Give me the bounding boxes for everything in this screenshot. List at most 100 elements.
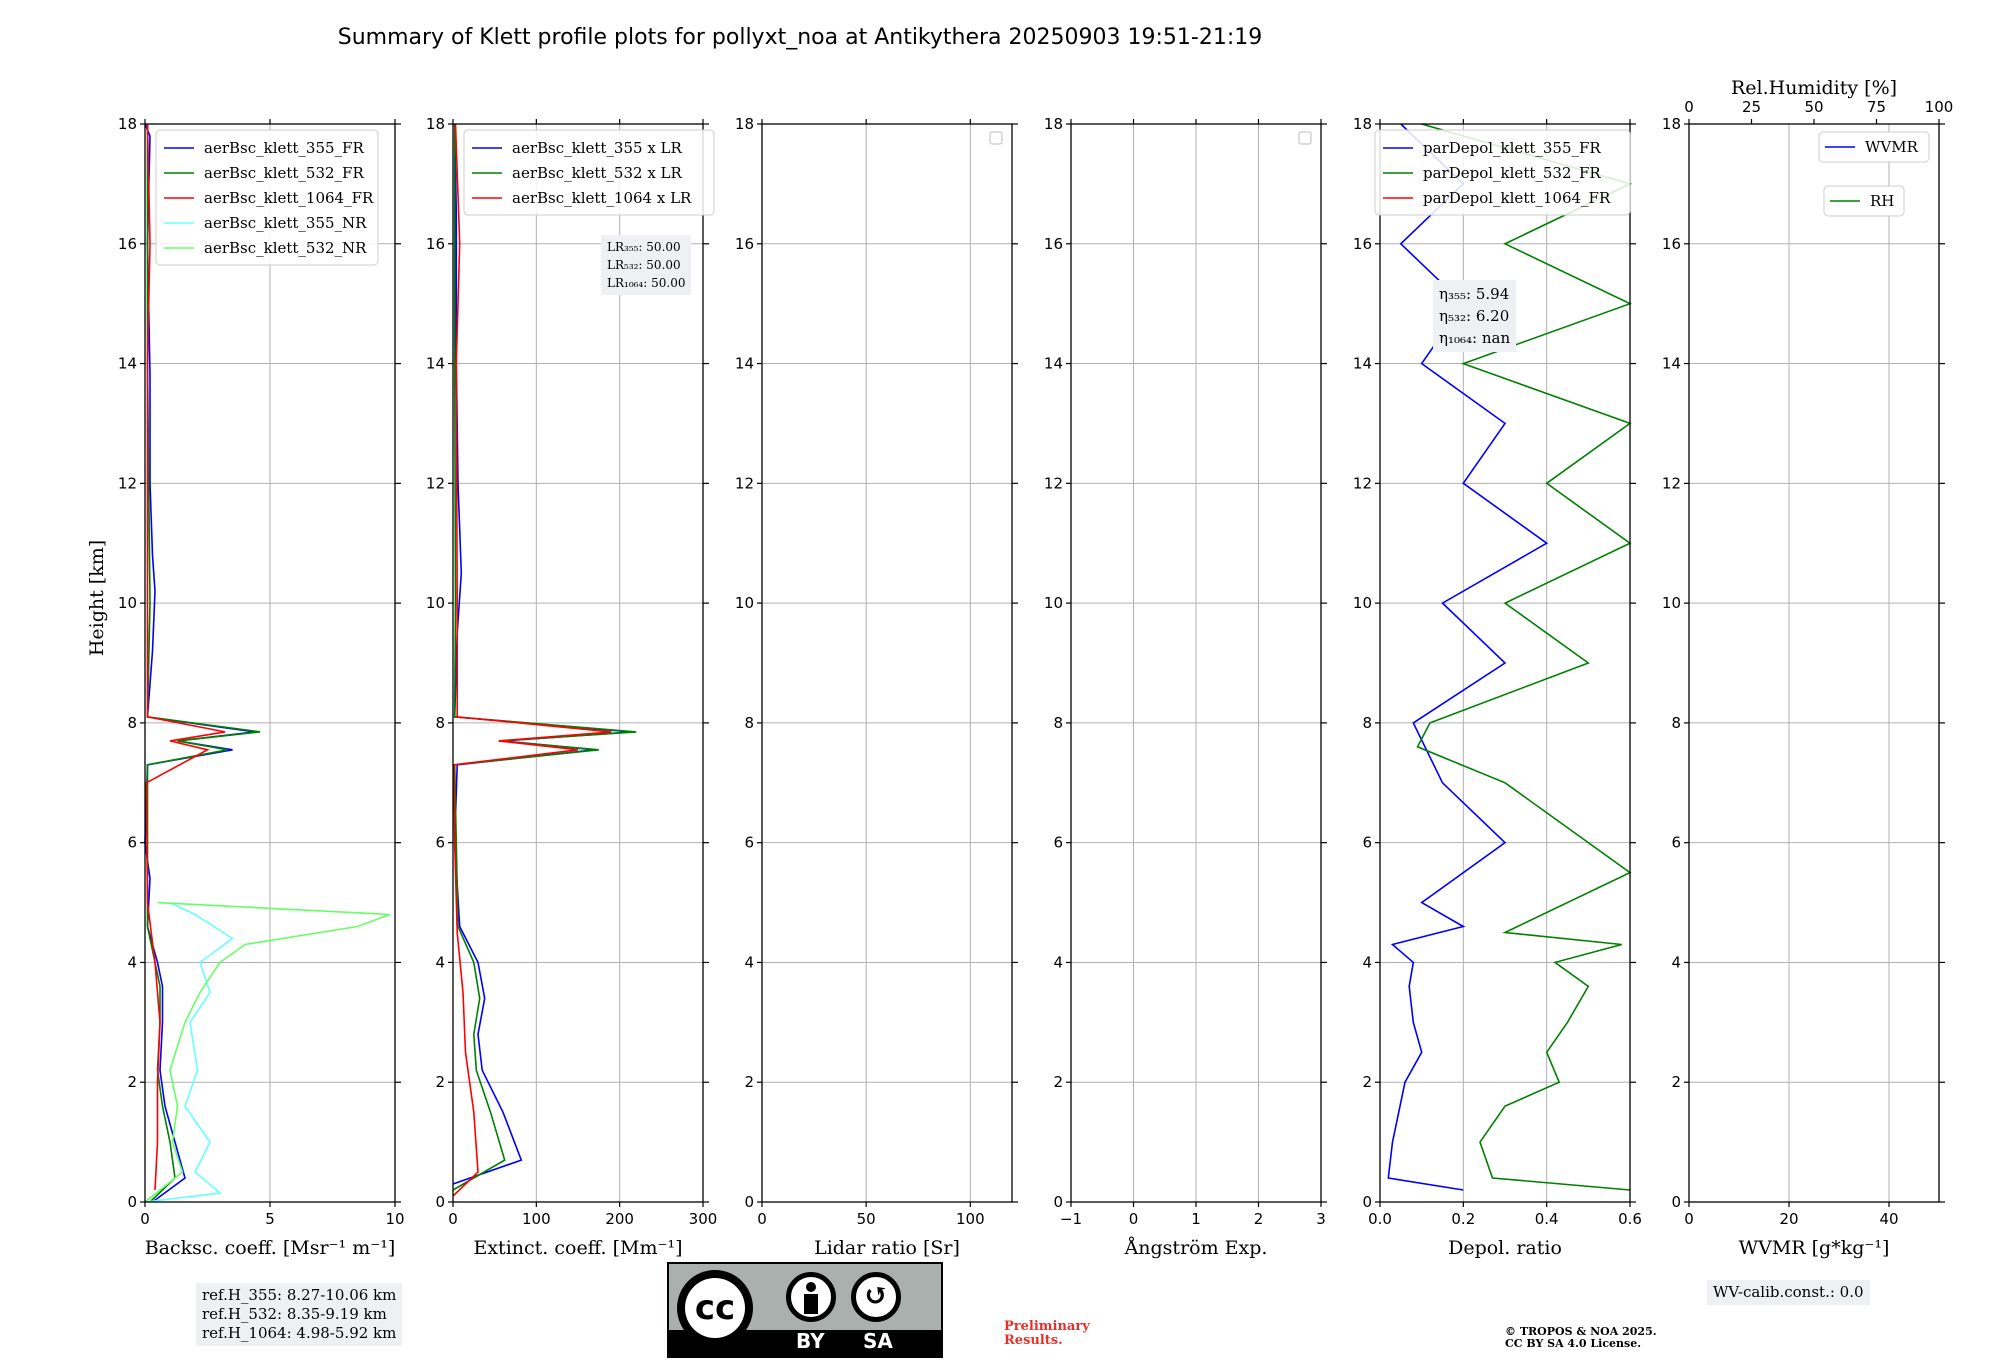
legend-label: aerBsc_klett_355 x LR: [512, 139, 683, 157]
y-tick-label: 2: [1362, 1073, 1372, 1091]
y-tick-label: 16: [1044, 235, 1063, 253]
x-axis-label: Lidar ratio [Sr]: [814, 1237, 960, 1259]
legend: RH: [1823, 185, 1905, 217]
x-tick-label: 0.4: [1535, 1210, 1559, 1228]
axes-frame: [1688, 123, 1940, 1203]
cc-icon: cc: [685, 1278, 745, 1338]
legend-frame: [463, 129, 715, 216]
lr-532-text: LR₅₃₂: 50.00: [607, 258, 681, 272]
x-axis-label: Backsc. coeff. [Msr⁻¹ m⁻¹]: [145, 1237, 396, 1259]
eta-info: η₃₅₅: 5.94 η₅₃₂: 6.20 η₁₀₆₄: nan: [1433, 280, 1517, 352]
y-tick-label: 0: [744, 1193, 754, 1211]
x-tick-label: 100: [956, 1210, 985, 1228]
sa-icon: ↺: [851, 1272, 901, 1322]
y-tick-label: 2: [1053, 1073, 1063, 1091]
x-tick-label: 2: [1254, 1210, 1264, 1228]
y-tick-label: 4: [1362, 953, 1372, 971]
series-line-aerBsc_klett_1064 x LR: [452, 123, 612, 1197]
x-axis-label: WVMR [g*kg⁻¹]: [1739, 1237, 1890, 1259]
x-tick-label: 0: [1129, 1210, 1139, 1228]
top-x-tick-label: 25: [1742, 98, 1761, 116]
x-tick-label: 10: [385, 1210, 404, 1228]
y-tick-label: 4: [1053, 953, 1063, 971]
y-tick-label: 12: [426, 474, 445, 492]
x-tick-label: 3: [1316, 1210, 1326, 1228]
reference-heights: ref.H_355: 8.27-10.06 km ref.H_532: 8.35…: [196, 1283, 403, 1346]
x-axis-label: Depol. ratio: [1448, 1237, 1562, 1259]
y-tick-label: 16: [1353, 235, 1372, 253]
legend-label: WVMR: [1865, 138, 1919, 156]
axes-frame: [761, 123, 1013, 1203]
x-tick-label: 0: [448, 1210, 458, 1228]
top-x-tick-label: 75: [1867, 98, 1886, 116]
panel-1: 0 2 4 6 8 10 12 14 16 18 0 5 10 Backsc. coeff. [Msr⁻¹…: [118, 115, 405, 1259]
wv-calibration-constant: WV-calib.const.: 0.0: [1707, 1280, 1870, 1305]
y-tick-label: 18: [1353, 115, 1372, 133]
x-tick-label: 200: [605, 1210, 634, 1228]
x-tick-label: 1: [1191, 1210, 1201, 1228]
x-tick-label: −1: [1060, 1210, 1082, 1228]
legend: aerBsc_klett_355 x LR aerBsc_klett_532 x …: [463, 129, 715, 216]
y-tick-label: 18: [735, 115, 754, 133]
x-tick-label: 50: [857, 1210, 876, 1228]
legend: parDepol_klett_355_FR parDepol_klett_532_…: [1374, 129, 1631, 216]
axes-frame: [1379, 123, 1631, 1203]
top-x-tick-label: 0: [1684, 98, 1694, 116]
legend-frame: [1818, 131, 1930, 163]
legend-label: parDepol_klett_355_FR: [1423, 139, 1601, 157]
y-tick-label: 8: [744, 714, 754, 732]
x-tick-label: 300: [689, 1210, 718, 1228]
y-tick-label: 2: [127, 1073, 137, 1091]
legend: WVMR: [1818, 131, 1930, 163]
top-x-tick-label: 50: [1804, 98, 1823, 116]
y-tick-label: 18: [118, 115, 137, 133]
by-icon: [786, 1272, 836, 1322]
y-tick-label: 0: [127, 1193, 137, 1211]
panel-5: 0 2 4 6 8 10 12 14 16 18 0.0 0.2 0.4 0.6 Depol. ratio p…: [1353, 115, 1642, 1259]
y-tick-label: 12: [735, 474, 754, 492]
y-tick-label: 12: [118, 474, 137, 492]
y-tick-label: 0: [1362, 1193, 1372, 1211]
empty-legend: [989, 131, 1003, 145]
legend: aerBsc_klett_355_FR aerBsc_klett_532_FRae…: [155, 129, 379, 266]
legend-frame: [155, 129, 379, 266]
y-tick-label: 8: [1053, 714, 1063, 732]
legend-label: aerBsc_klett_532_FR: [204, 164, 364, 182]
y-tick-label: 10: [118, 594, 137, 612]
y-tick-label: 10: [735, 594, 754, 612]
x-tick-label: 0: [757, 1210, 767, 1228]
y-tick-label: 0: [1053, 1193, 1063, 1211]
y-tick-label: 6: [435, 834, 445, 852]
y-tick-label: 18: [426, 115, 445, 133]
y-tick-label: 14: [1044, 355, 1063, 373]
legend-label: parDepol_klett_1064_FR: [1423, 189, 1611, 207]
legend-frame: [1374, 129, 1631, 216]
x-tick-label: 20: [1779, 1210, 1798, 1228]
y-tick-label: 2: [744, 1073, 754, 1091]
legend-label: aerBsc_klett_532 x LR: [512, 164, 683, 182]
y-tick-label: 14: [426, 355, 445, 373]
y-tick-label: 4: [127, 953, 137, 971]
cc-license-badge: cc ↺ BY SA: [667, 1262, 943, 1358]
axes-frame: [452, 123, 704, 1203]
y-tick-label: 16: [118, 235, 137, 253]
series-line-aerBsc_klett_1064_FR: [145, 123, 226, 1191]
preliminary-note: Preliminary Results.: [1004, 1320, 1090, 1348]
series-line-aerBsc_klett_355_NR: [144, 901, 234, 1203]
eta-1064-text: η₁₀₆₄: nan: [1439, 329, 1511, 347]
y-tick-label: 8: [435, 714, 445, 732]
y-tick-label: 18: [1662, 115, 1681, 133]
y-tick-label: 4: [744, 953, 754, 971]
copyright-line-2: CC BY SA 4.0 License.: [1505, 1337, 1642, 1350]
y-tick-label: 10: [1662, 594, 1681, 612]
y-tick-label: 16: [426, 235, 445, 253]
y-tick-label: 8: [1362, 714, 1372, 732]
series-line-parDepol_klett_532_FR: [1416, 123, 1633, 1191]
legend-label: parDepol_klett_532_FR: [1423, 164, 1601, 182]
y-tick-label: 14: [118, 355, 137, 373]
ref-h-1064: ref.H_1064: 4.98-5.92 km: [202, 1324, 397, 1342]
